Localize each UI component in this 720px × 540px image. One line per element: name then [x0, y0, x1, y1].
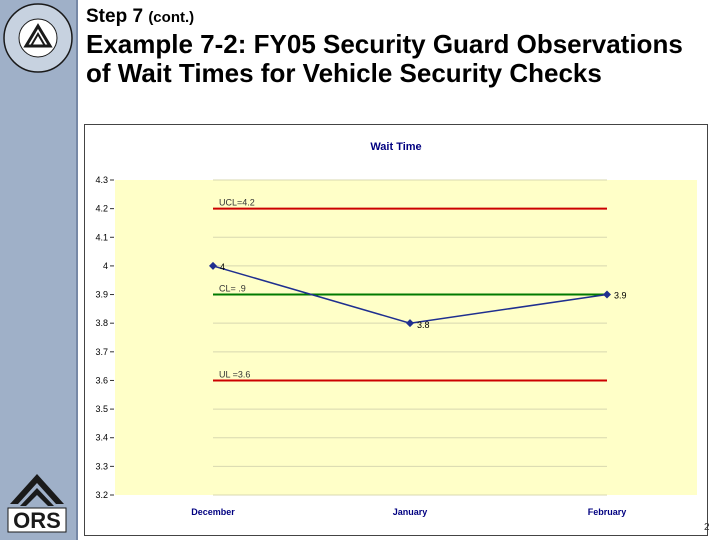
y-tick-label: 3.8: [95, 318, 108, 328]
y-tick-label: 3.7: [95, 347, 108, 357]
y-tick-label: 3.3: [95, 461, 108, 471]
x-tick-label: December: [191, 507, 235, 517]
ors-logo-text: ORS: [13, 508, 61, 533]
nih-seal-logo: [3, 3, 73, 73]
page-number: 2: [704, 522, 710, 533]
series-layer: 4 3.8 3.9: [209, 261, 627, 330]
page-title: Example 7-2: FY05 Security Guard Observa…: [86, 29, 683, 88]
reference-lines: UCL=4.2 CL= .9 UL =3.6: [213, 198, 607, 382]
y-tick-label: 3.4: [95, 433, 108, 443]
chart-frame: UCL=4.2 CL= .9 UL =3.6 4 3.8 3.9 4.3 4.2 4.1 4 3…: [84, 124, 708, 536]
wait-time-chart: UCL=4.2 CL= .9 UL =3.6 4 3.8 3.9 4.3 4.2 4.1 4 3…: [95, 141, 697, 517]
y-tick-label: 3.5: [95, 404, 108, 414]
axis-layer: 4.3 4.2 4.1 4 3.9 3.8 3.7 3.6 3.5 3.4 3.3 3.2 Decemb…: [95, 175, 626, 517]
data-label: 4: [220, 262, 225, 272]
step-heading: Step 7 (cont.): [86, 6, 194, 28]
data-label: 3.8: [417, 320, 430, 330]
y-tick-label: 4.1: [95, 232, 108, 242]
reference-line-label: UCL=4.2: [219, 198, 255, 208]
data-point: [209, 261, 217, 270]
y-tick-label: 3.6: [95, 375, 108, 385]
data-point: [603, 290, 611, 299]
data-label: 3.9: [614, 291, 627, 301]
chart-title: Wait Time: [370, 141, 421, 153]
y-tick-label: 3.9: [95, 290, 108, 300]
sidebar: ORS: [0, 0, 78, 540]
x-tick-label: January: [393, 507, 428, 517]
reference-line-label: CL= .9: [219, 284, 246, 294]
y-tick-label: 4.2: [95, 204, 108, 214]
reference-line-label: UL =3.6: [219, 369, 250, 379]
step-sub: (cont.): [148, 9, 195, 26]
data-point: [406, 319, 414, 328]
ors-logo: ORS: [7, 474, 67, 533]
plot-background: [115, 180, 697, 495]
x-tick-label: February: [588, 507, 627, 517]
y-tick-label: 3.2: [95, 490, 108, 500]
step-main: Step 7: [86, 6, 144, 27]
y-tick-label: 4.3: [95, 175, 108, 185]
y-tick-label: 4: [103, 261, 108, 271]
